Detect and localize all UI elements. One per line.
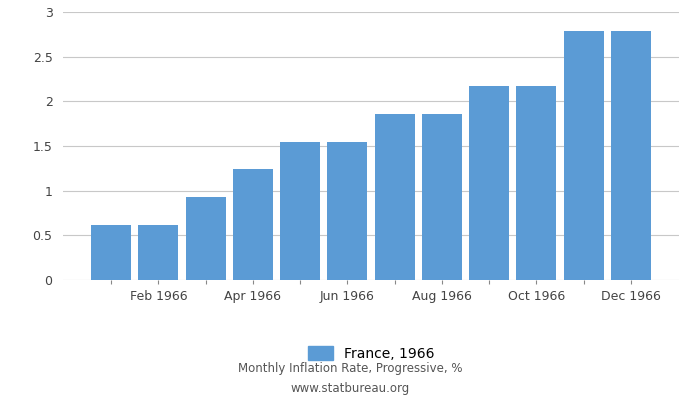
Bar bbox=[233, 169, 273, 280]
Bar bbox=[517, 86, 556, 280]
Text: Monthly Inflation Rate, Progressive, %: Monthly Inflation Rate, Progressive, % bbox=[238, 362, 462, 375]
Bar bbox=[139, 225, 178, 280]
Bar bbox=[374, 114, 414, 280]
Bar bbox=[611, 31, 651, 280]
Legend: France, 1966: France, 1966 bbox=[308, 346, 434, 361]
Bar bbox=[564, 31, 603, 280]
Bar bbox=[469, 86, 509, 280]
Text: www.statbureau.org: www.statbureau.org bbox=[290, 382, 410, 395]
Bar bbox=[422, 114, 462, 280]
Bar bbox=[186, 197, 225, 280]
Bar bbox=[328, 142, 368, 280]
Bar bbox=[280, 142, 320, 280]
Bar bbox=[91, 225, 131, 280]
